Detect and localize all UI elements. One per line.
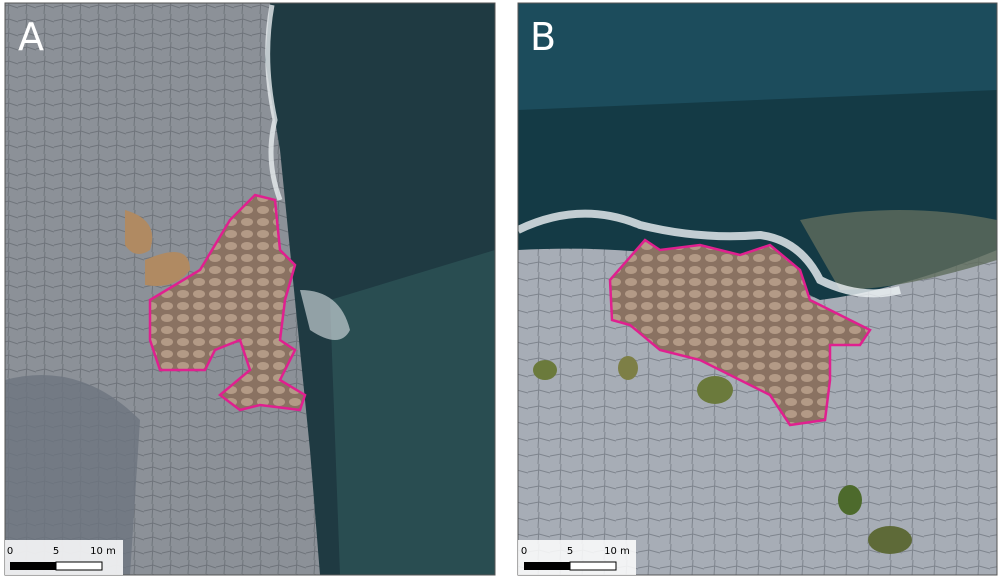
scale-label: 5 [53,546,59,557]
scale-label: 10 m [604,546,630,557]
figure: A 0 5 10 m B 0 5 10 m [0,0,998,577]
panel-a-image [5,3,495,575]
scale-bar: 0 5 10 m [518,540,636,575]
scale-label: 10 m [90,546,116,557]
panel-label: A [18,15,44,59]
scale-label: 5 [567,546,573,557]
scale-label: 0 [521,546,527,557]
scale-bar: 0 5 10 m [5,540,123,575]
panel-label: B [530,15,556,59]
scale-label: 0 [7,546,13,557]
panel-b-image [518,3,997,575]
